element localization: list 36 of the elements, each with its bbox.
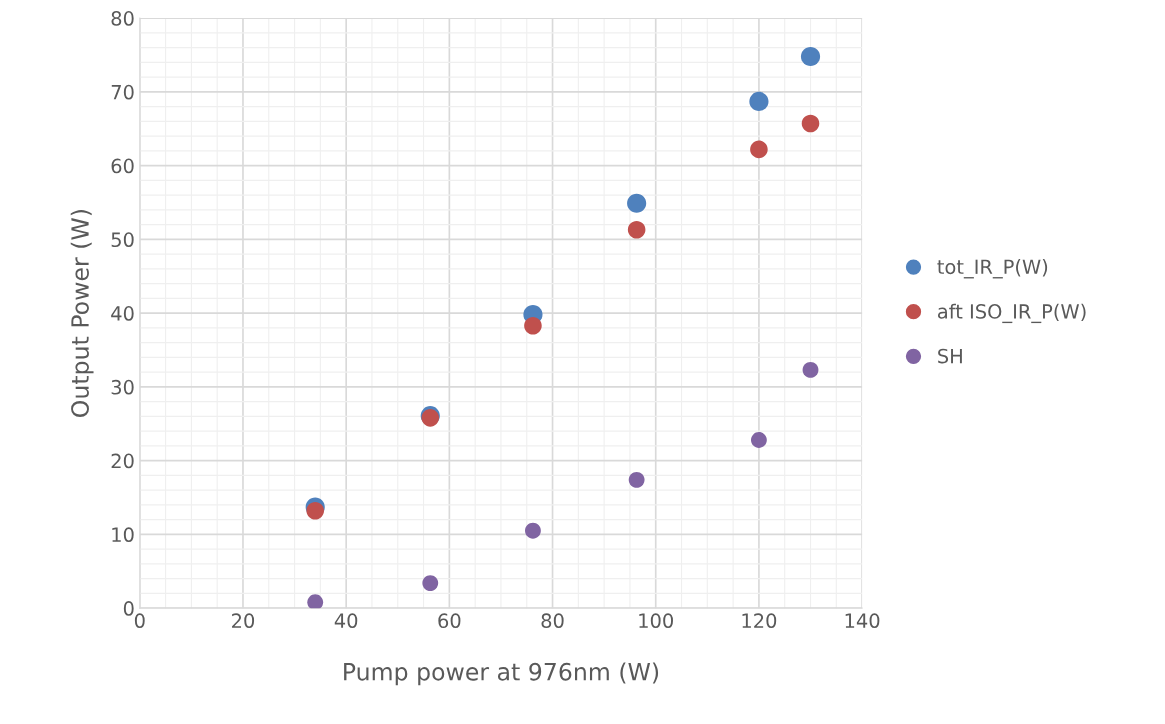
- y-tick-label: 80: [111, 11, 134, 26]
- point: [628, 471, 645, 488]
- x-axis-title: Pump power at 976nm (W): [344, 662, 659, 686]
- legend-label: SH: [938, 348, 962, 364]
- point: [800, 46, 821, 67]
- point: [627, 193, 647, 213]
- point: [525, 522, 541, 539]
- x-tick-label: 100: [639, 613, 673, 629]
- x-tick-label: 120: [742, 613, 777, 629]
- y-tick-label: 0: [123, 601, 134, 616]
- x-tick-label: 40: [334, 613, 358, 629]
- x-tick-label: 140: [845, 613, 880, 629]
- x-tick-label: 0: [134, 613, 145, 629]
- point: [307, 594, 324, 609]
- point: [749, 91, 769, 112]
- point: [750, 140, 768, 159]
- point: [524, 316, 542, 335]
- y-axis-title: Output Power (W): [70, 210, 94, 417]
- point: [422, 575, 439, 591]
- x-tick-label: 80: [541, 613, 564, 629]
- point: [802, 362, 819, 378]
- y-tick-label: 20: [111, 453, 134, 469]
- legend-label: aft ISO_IR_P(W): [937, 303, 1086, 324]
- point: [801, 114, 820, 133]
- y-tick-label: 70: [111, 84, 134, 100]
- x-tick-label: 60: [438, 613, 461, 629]
- point: [627, 221, 646, 239]
- y-tick-label: 10: [112, 527, 134, 543]
- x-tick-label: 20: [232, 613, 255, 629]
- point: [306, 502, 324, 520]
- y-tick-label: 40: [111, 306, 134, 321]
- point: [751, 432, 767, 448]
- y-tick-label: 30: [111, 379, 134, 395]
- legend-label: tot_IR_P(W): [937, 259, 1048, 279]
- y-tick-label: 60: [111, 158, 134, 174]
- y-tick-label: 50: [111, 232, 134, 248]
